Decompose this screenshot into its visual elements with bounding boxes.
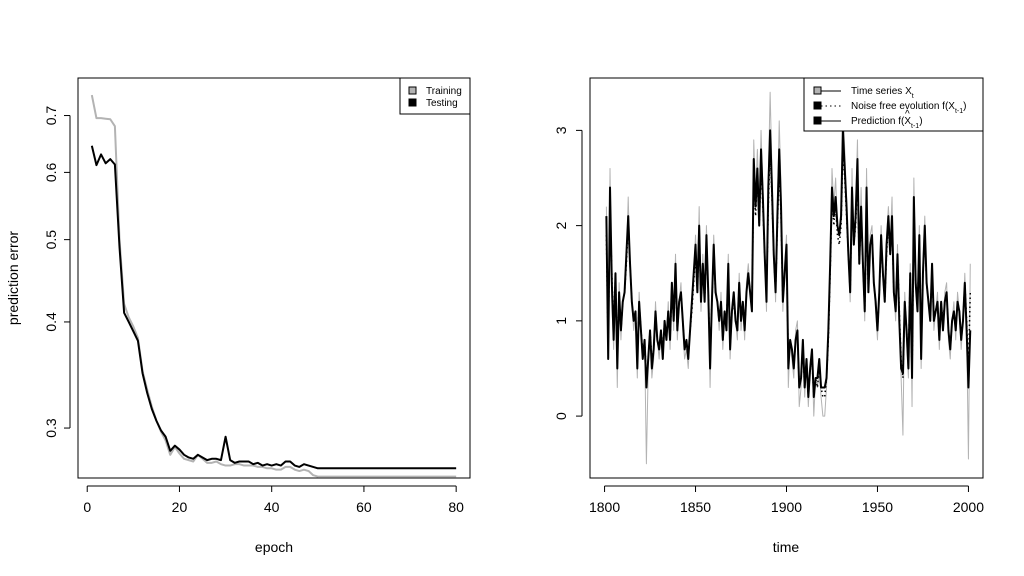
left-y-axis-title: prediction error	[5, 231, 21, 325]
right-x-axis-title: time	[773, 539, 800, 555]
series-line-training	[90, 94, 457, 478]
legend-label-noise-free-evolution: Noise free evolution f(Xt-1)	[851, 101, 966, 115]
prediction-error-chart: 0 20 40 60 80 0.3 0.4 0.5 0.6 0.7 epoch predictio…	[5, 77, 471, 555]
right-plot-frame	[589, 77, 984, 479]
left-x-tick-label: 60	[356, 499, 372, 515]
left-y-tick-label: 0.4	[43, 312, 59, 332]
right-x-tick-label: 2000	[953, 499, 984, 515]
legend-label-training: Training	[426, 86, 462, 97]
series-line-testing	[90, 145, 457, 470]
legend-swatch-prediction	[813, 116, 822, 125]
right-legend-box	[803, 77, 984, 132]
legend-label-testing: Testing	[426, 98, 458, 109]
left-y-tick-label: 0.3	[43, 418, 59, 438]
left-x-tick-label: 40	[264, 499, 280, 515]
right-axes-group: 1800 1850 1900 1950 2000 0 1 2 3	[553, 126, 984, 515]
left-x-tick-label: 20	[172, 499, 188, 515]
left-x-tick-label: 80	[448, 499, 464, 515]
left-x-tick-label: 0	[83, 499, 91, 515]
right-y-tick-label: 3	[553, 126, 569, 134]
left-y-tick-label: 0.7	[43, 106, 59, 126]
legend-hat-mark: ^	[905, 109, 910, 120]
right-series-group	[605, 91, 972, 465]
left-y-tick-label: 0.6	[43, 162, 59, 182]
right-x-tick-label: 1950	[862, 499, 893, 515]
time-series-chart: 1800 1850 1900 1950 2000 0 1 2 3 time Time serie…	[553, 77, 984, 555]
right-x-tick-label: 1800	[589, 499, 620, 515]
legend-swatch-time-series	[813, 86, 822, 95]
left-y-tick-label: 0.5	[43, 230, 59, 250]
left-series-group	[90, 94, 457, 478]
left-legend-box	[399, 77, 471, 115]
left-plot-frame	[77, 77, 471, 479]
legend-swatch-testing	[408, 98, 417, 107]
right-y-tick-label: 2	[553, 222, 569, 230]
legend-label-time-series: Time series Xt	[851, 86, 914, 100]
right-y-tick-label: 1	[553, 317, 569, 325]
right-x-tick-label: 1900	[771, 499, 802, 515]
right-x-tick-label: 1850	[680, 499, 711, 515]
legend-swatch-noise-free-evolution	[813, 101, 822, 110]
left-x-axis-title: epoch	[255, 539, 293, 555]
legend-label-prediction: Prediction f(Xt-1)	[851, 116, 923, 130]
right-y-tick-label: 0	[553, 412, 569, 420]
legend-swatch-training	[408, 86, 417, 95]
series-line-prediction	[605, 129, 972, 399]
left-axes-group: 0 20 40 60 80 0.3 0.4 0.5 0.6 0.7	[43, 106, 464, 515]
